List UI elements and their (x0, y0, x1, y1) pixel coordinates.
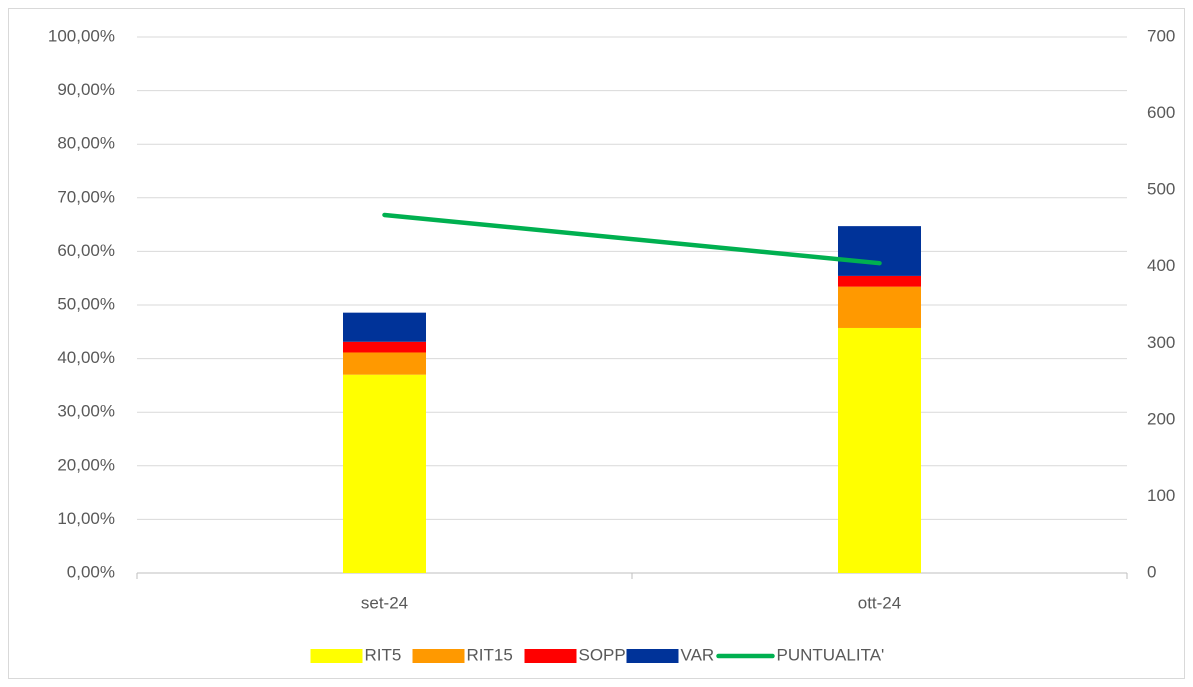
bar-segment (343, 352, 426, 375)
y-tick-label: 80,00% (57, 134, 115, 153)
y2-tick-label: 600 (1147, 103, 1175, 122)
bar-segment (838, 275, 921, 287)
x-tick-label: set-24 (361, 593, 408, 612)
x-tick-label: ott-24 (858, 593, 901, 612)
y-tick-label: 0,00% (67, 562, 115, 581)
y2-tick-label: 300 (1147, 333, 1175, 352)
legend-swatch (626, 649, 679, 663)
legend-label: VAR (681, 645, 715, 664)
bar-segment (838, 226, 921, 276)
line-series (382, 212, 882, 266)
y-tick-label: 40,00% (57, 348, 115, 367)
y-tick-label: 30,00% (57, 402, 115, 421)
chart-border (8, 8, 1185, 679)
y2-tick-label: 700 (1147, 26, 1175, 45)
y-tick-label: 70,00% (57, 187, 115, 206)
legend-label: RIT15 (467, 645, 513, 664)
bar-segment (343, 374, 426, 573)
y2-tick-label: 100 (1147, 486, 1175, 505)
y-tick-label: 100,00% (48, 26, 115, 45)
bar-segment (838, 286, 921, 328)
legend-swatch (412, 649, 465, 663)
legend-swatch (310, 649, 363, 663)
y2-tick-label: 200 (1147, 409, 1175, 428)
y-tick-label: 20,00% (57, 455, 115, 474)
legend-label: RIT5 (365, 645, 402, 664)
y-tick-label: 50,00% (57, 294, 115, 313)
bar-segment (838, 327, 921, 573)
bar-segment (343, 312, 426, 342)
legend-swatch (524, 649, 577, 663)
y-tick-label: 60,00% (57, 241, 115, 260)
legend-label: PUNTUALITA' (777, 645, 885, 664)
y-tick-label: 90,00% (57, 80, 115, 99)
y-tick-label: 10,00% (57, 509, 115, 528)
y2-tick-label: 500 (1147, 180, 1175, 199)
y2-tick-label: 400 (1147, 256, 1175, 275)
bar-segment (343, 341, 426, 353)
legend-label: SOPP (579, 645, 626, 664)
y2-tick-label: 0 (1147, 562, 1156, 581)
